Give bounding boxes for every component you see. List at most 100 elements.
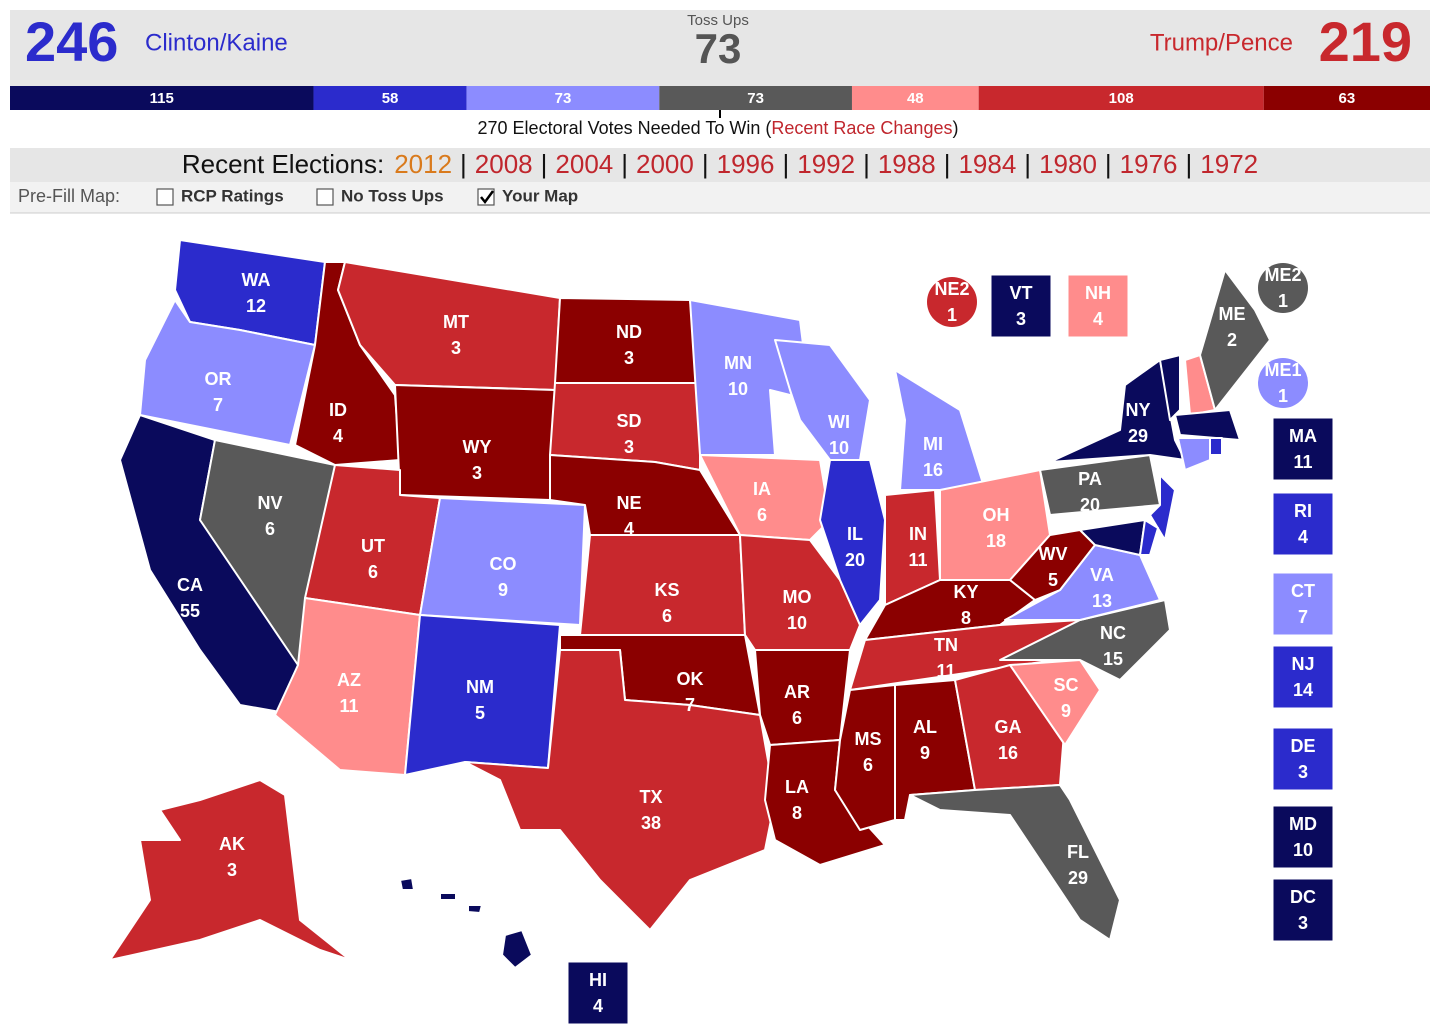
state-box[interactable] [1272, 878, 1334, 942]
checkbox-label[interactable]: No Toss Ups [341, 186, 444, 205]
state-shape[interactable] [109, 779, 351, 961]
state-shape[interactable] [399, 877, 415, 891]
state-shape[interactable] [139, 299, 316, 446]
state-abbr: WA [242, 270, 271, 290]
bar-segment [313, 86, 467, 110]
state-abbr: AK [219, 834, 245, 854]
state-votes: 6 [368, 562, 378, 582]
state-shape[interactable] [1177, 437, 1211, 471]
bar-segment [978, 86, 1264, 110]
election-year-link[interactable]: 2004 [555, 149, 613, 179]
state-votes: 7 [213, 395, 223, 415]
election-year-link[interactable]: 1980 [1039, 149, 1097, 179]
state-box[interactable] [567, 961, 629, 1025]
state-shape[interactable] [501, 929, 533, 969]
state-box[interactable] [990, 274, 1052, 338]
state-abbr: NY [1125, 400, 1150, 420]
checkbox[interactable] [316, 188, 334, 206]
election-year-link[interactable]: 1976 [1120, 149, 1178, 179]
state-box[interactable] [1272, 805, 1334, 869]
state-shape[interactable] [909, 784, 1121, 941]
election-year-link[interactable]: 1972 [1200, 149, 1258, 179]
bar-segment [659, 86, 852, 110]
election-year-link[interactable]: 1996 [717, 149, 775, 179]
election-year-link[interactable]: 2012 [394, 149, 452, 179]
state-abbr: CT [1291, 581, 1315, 601]
prefill-band [10, 182, 1430, 213]
state-shape[interactable] [1159, 354, 1181, 421]
state-abbr: ID [329, 400, 347, 420]
bar-segment-label: 115 [150, 90, 174, 107]
state-abbr: IL [847, 524, 863, 544]
state-abbr: KY [953, 582, 978, 602]
state-abbr: ME2 [1264, 265, 1301, 285]
state-abbr: OK [677, 669, 704, 689]
state-votes: 11 [339, 696, 358, 716]
bar-segment-label: 73 [555, 90, 572, 107]
election-year-link[interactable]: 1988 [878, 149, 936, 179]
state-shape[interactable] [1199, 269, 1271, 411]
state-votes: 11 [908, 550, 927, 570]
needed-text: 270 Electoral Votes Needed To Win ( [478, 118, 772, 138]
checkbox-label[interactable]: RCP Ratings [181, 186, 284, 205]
state-votes: 3 [1298, 913, 1308, 933]
checkbox-label[interactable]: Your Map [502, 186, 578, 205]
state-votes: 29 [1068, 868, 1088, 888]
state-shape[interactable] [739, 534, 861, 651]
state-votes: 11 [1293, 452, 1312, 472]
district-circle[interactable] [1258, 263, 1308, 313]
state-votes: 6 [662, 606, 672, 626]
state-box[interactable] [1272, 492, 1334, 556]
state-votes: 15 [1103, 649, 1123, 669]
checkbox[interactable] [156, 188, 174, 206]
state-votes: 3 [1298, 762, 1308, 782]
state-shape[interactable] [1174, 409, 1241, 441]
election-year-link[interactable]: 1992 [797, 149, 855, 179]
state-shape[interactable] [464, 649, 776, 931]
state-votes: 3 [451, 338, 461, 358]
state-box[interactable] [1272, 572, 1334, 636]
state-shape[interactable] [1209, 437, 1223, 456]
state-abbr: VA [1090, 565, 1114, 585]
separator: | [1186, 149, 1193, 179]
state-box[interactable] [1272, 645, 1334, 709]
state-votes: 18 [986, 531, 1006, 551]
state-shape[interactable] [1009, 659, 1101, 746]
state-votes: 10 [728, 379, 748, 399]
state-shape[interactable] [1139, 519, 1159, 556]
state-votes: 1 [1278, 291, 1288, 311]
state-votes: 20 [845, 550, 865, 570]
state-abbr: MD [1289, 814, 1317, 834]
state-shape[interactable] [467, 904, 483, 914]
state-votes: 3 [1016, 309, 1026, 329]
race-changes-link[interactable]: Recent Race Changes [771, 118, 952, 138]
state-votes: 6 [265, 519, 275, 539]
election-year-link[interactable]: 2000 [636, 149, 694, 179]
state-abbr: CA [177, 575, 203, 595]
state-votes: 7 [685, 695, 695, 715]
state-shape[interactable] [774, 339, 871, 461]
state-shape[interactable] [439, 892, 457, 901]
state-box[interactable] [1272, 417, 1334, 481]
state-abbr: CO [490, 554, 517, 574]
state-abbr: NH [1085, 283, 1111, 303]
header-band [10, 10, 1430, 86]
state-shape[interactable] [819, 459, 886, 626]
state-shapes [109, 239, 1271, 969]
state-abbr: IN [909, 524, 927, 544]
election-year-link[interactable]: 2008 [475, 149, 533, 179]
district-circle[interactable] [1258, 358, 1308, 408]
state-abbr: RI [1294, 501, 1312, 521]
state-abbr: WV [1039, 544, 1068, 564]
state-box[interactable] [1067, 274, 1129, 338]
state-shape[interactable] [699, 454, 831, 541]
trump-label: Trump/Pence [1150, 29, 1293, 56]
state-box[interactable] [1272, 727, 1334, 791]
state-abbr: OH [983, 505, 1010, 525]
state-votes: 9 [498, 580, 508, 600]
state-abbr: AZ [337, 670, 361, 690]
district-circle[interactable] [927, 277, 977, 327]
election-year-link[interactable]: 1984 [958, 149, 1016, 179]
state-votes: 12 [246, 296, 266, 316]
